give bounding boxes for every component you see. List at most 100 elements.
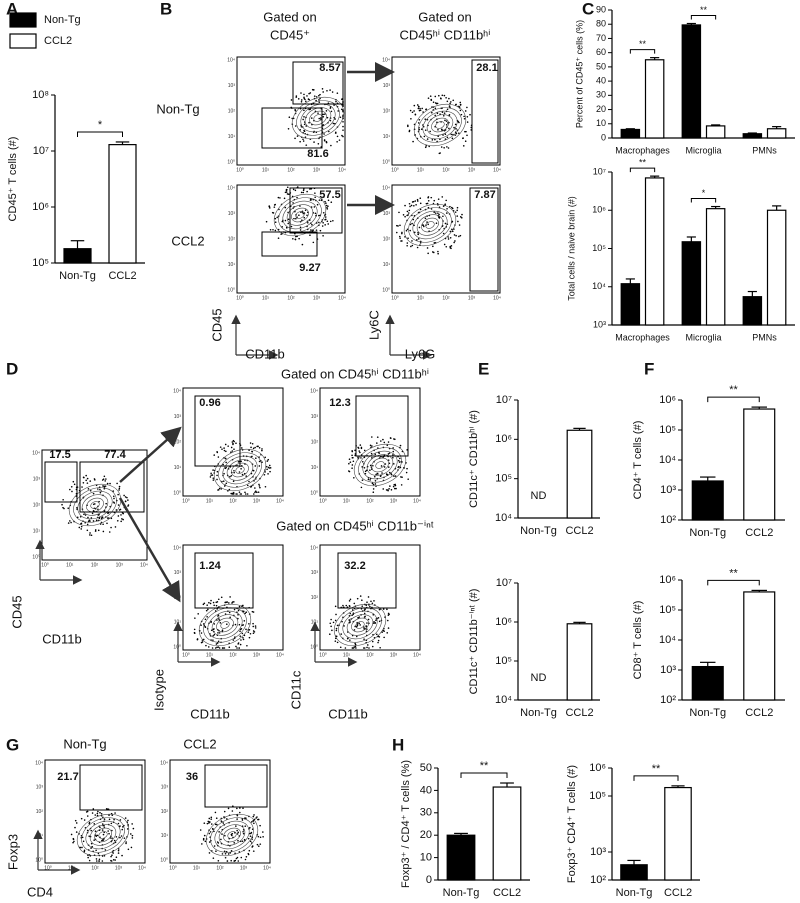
contour: [418, 107, 462, 143]
event-dot: [98, 513, 100, 516]
event-dot: [253, 631, 256, 633]
event-dot: [229, 475, 231, 478]
event-dot: [419, 202, 422, 205]
event-dot: [300, 99, 303, 101]
event-dot: [242, 832, 245, 835]
event-dot: [412, 140, 414, 143]
event-dot: [325, 110, 328, 112]
event-dot: [265, 220, 268, 223]
event-dot: [301, 243, 304, 246]
event-dot: [97, 508, 99, 511]
event-dot: [240, 468, 242, 470]
flow-axis-label: CD4: [27, 884, 53, 899]
event-dot: [387, 627, 390, 629]
event-dot: [232, 639, 235, 641]
event-dot: [85, 479, 87, 482]
event-dot: [382, 438, 384, 441]
x-tick-label: CCL2: [493, 887, 521, 899]
event-dot: [361, 605, 364, 607]
event-dot: [341, 98, 343, 100]
event-dot: [247, 837, 250, 840]
event-dot: [428, 145, 430, 148]
event-dot: [124, 500, 127, 502]
event-dot: [80, 522, 82, 525]
event-dot: [443, 112, 446, 114]
event-dot: [193, 632, 196, 634]
contour: [412, 210, 448, 240]
event-dot: [294, 189, 297, 192]
event-dot: [287, 218, 290, 221]
event-dot: [96, 834, 99, 837]
event-dot: [216, 608, 218, 610]
event-dot: [334, 605, 337, 608]
event-dot: [466, 121, 469, 123]
bar: [705, 125, 726, 139]
event-dot: [417, 238, 420, 240]
flow-tick-label: 10⁰: [319, 498, 327, 504]
event-dot: [89, 534, 91, 536]
flow-tick-label: 10⁰: [169, 865, 177, 871]
event-dot: [444, 138, 447, 140]
event-dot: [229, 596, 231, 598]
y-tick-label: 10⁷: [33, 145, 49, 157]
y-tick-label: 20: [420, 829, 432, 841]
event-dot: [430, 196, 433, 199]
event-dot: [224, 457, 227, 460]
event-dot: [281, 220, 284, 223]
event-dot: [99, 491, 102, 494]
event-dot: [80, 525, 83, 528]
x-tick-label: Non-Tg: [59, 270, 96, 282]
significance-bracket: [460, 772, 508, 779]
event-dot: [330, 144, 332, 147]
event-dot: [387, 453, 390, 455]
event-dot: [252, 625, 255, 628]
event-dot: [231, 450, 234, 452]
flow-tick-label: 10³: [383, 83, 391, 89]
flow-tick-label: 10²: [228, 236, 236, 242]
event-dot: [117, 849, 120, 852]
gating-arrow: [118, 497, 181, 603]
event-dot: [105, 478, 107, 480]
event-dot: [122, 826, 124, 828]
y-tick-label: 60: [596, 47, 606, 57]
event-dot: [375, 633, 378, 636]
event-dot: [302, 191, 305, 194]
event-dot: [254, 627, 257, 629]
event-dot: [247, 852, 250, 855]
event-dot: [118, 509, 121, 511]
contour: [295, 211, 305, 219]
event-dot: [85, 474, 87, 477]
event-dot: [236, 856, 239, 859]
event-dot: [112, 501, 115, 503]
contour: [227, 831, 237, 839]
event-dot: [339, 646, 342, 649]
event-dot: [457, 220, 459, 223]
event-dot: [259, 836, 262, 839]
event-dot: [238, 605, 241, 608]
y-tick-label: 10: [420, 852, 432, 864]
bar: [664, 786, 692, 881]
bar: [681, 24, 702, 139]
event-dot: [70, 833, 73, 836]
event-dot: [213, 845, 216, 847]
flow-tick-label: 10⁰: [182, 652, 190, 658]
event-dot: [211, 647, 214, 649]
event-dot: [438, 152, 441, 155]
event-dot: [453, 234, 456, 236]
event-dot: [299, 226, 302, 229]
event-dot: [349, 598, 352, 601]
event-dot: [306, 221, 309, 224]
event-dot: [370, 452, 373, 455]
x-tick-label: Non-Tg: [616, 887, 653, 899]
event-dot: [218, 647, 221, 649]
event-dot: [400, 476, 402, 478]
event-dot: [303, 93, 305, 96]
gate-label: 0.96: [199, 397, 220, 409]
flow-tick-label: 10⁴: [173, 388, 181, 394]
event-dot: [237, 643, 239, 645]
event-dot: [453, 241, 455, 244]
event-dot: [245, 856, 248, 858]
gate: [204, 764, 268, 808]
event-dot: [441, 94, 444, 97]
event-dot: [246, 484, 249, 487]
